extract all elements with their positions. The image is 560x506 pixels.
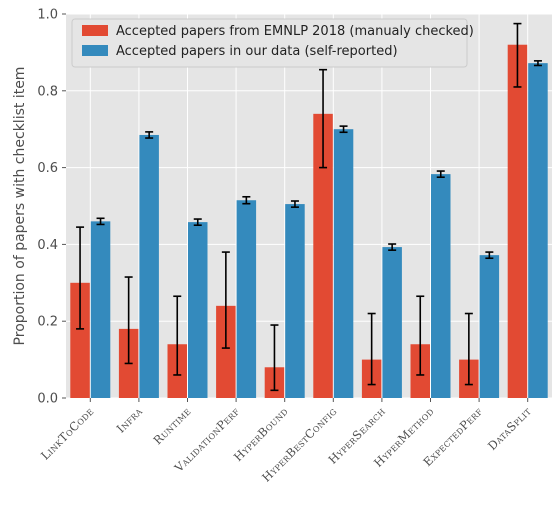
bar-2 <box>285 204 305 398</box>
bar-2 <box>479 255 500 398</box>
bar-2 <box>139 134 159 398</box>
legend-label-series-2: Accepted papers in our data (self-report… <box>116 44 398 59</box>
y-tick-label: 0.8 <box>37 84 58 99</box>
bar-2 <box>236 200 257 398</box>
x-tick-label: LinkToCode <box>38 404 96 462</box>
bar-1 <box>70 282 90 398</box>
y-axis-label: Proportion of papers with checklist item <box>12 67 28 346</box>
y-tick-label: 1.0 <box>37 8 58 23</box>
legend-swatch-series-2 <box>82 45 108 56</box>
y-axis-ticks: 0.0 0.2 0.4 0.6 0.8 1.0 <box>37 8 66 407</box>
bar-2 <box>528 63 548 398</box>
bar-1 <box>313 113 333 398</box>
bar-2 <box>188 222 208 398</box>
y-tick-label: 0.4 <box>37 238 58 253</box>
bar-2 <box>431 174 451 398</box>
legend: Accepted papers from EMNLP 2018 (manualy… <box>71 18 474 68</box>
bar-2 <box>90 221 111 398</box>
x-axis-ticks: LinkToCode Infra RuntimeValidationPerfHype… <box>38 398 534 485</box>
legend-swatch-series-1 <box>82 25 108 36</box>
legend-frame <box>71 18 468 68</box>
x-tick-label: Infra <box>114 404 145 435</box>
y-tick-label: 0.2 <box>37 315 58 330</box>
bar-2 <box>382 247 402 398</box>
bars-group <box>70 44 548 398</box>
bar-1 <box>507 44 528 398</box>
bar-2 <box>333 129 354 398</box>
x-tick-label: Runtime <box>150 404 193 447</box>
x-tick-label: DataSplit <box>485 404 534 453</box>
legend-label-series-1: Accepted papers from EMNLP 2018 (manualy… <box>116 24 474 39</box>
error-bars-group <box>76 22 542 392</box>
y-tick-label: 0.6 <box>37 161 58 176</box>
bar-1 <box>216 305 236 398</box>
y-tick-label: 0.0 <box>37 392 58 407</box>
